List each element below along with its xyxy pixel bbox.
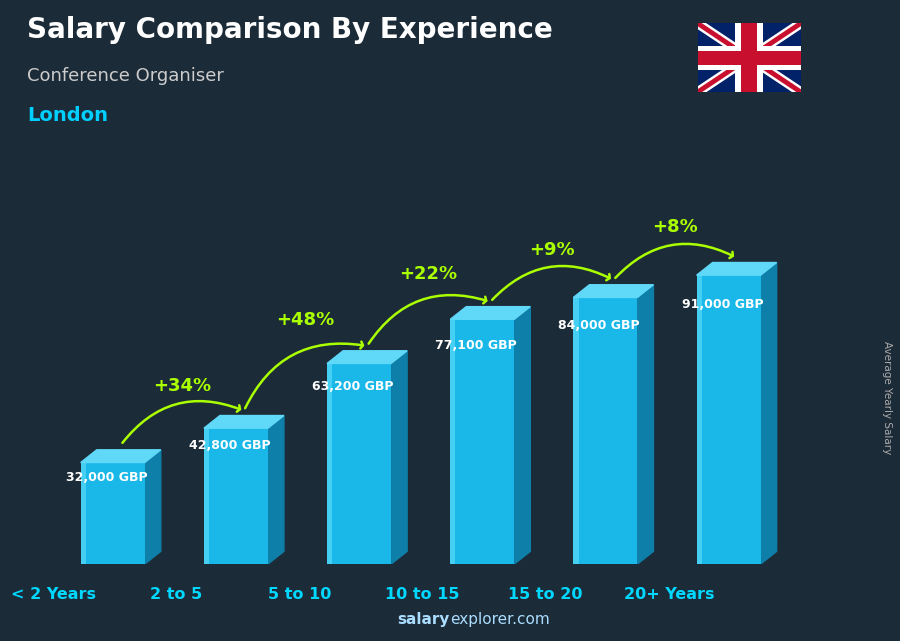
Text: 5 to 10: 5 to 10 <box>267 587 331 601</box>
Text: Conference Organiser: Conference Organiser <box>27 67 224 85</box>
Bar <box>573 297 579 564</box>
Text: +48%: +48% <box>276 310 335 329</box>
Bar <box>573 297 637 564</box>
Polygon shape <box>392 351 407 564</box>
Text: 91,000 GBP: 91,000 GBP <box>681 298 763 312</box>
Bar <box>450 319 455 564</box>
Text: 77,100 GBP: 77,100 GBP <box>436 339 517 352</box>
Bar <box>742 23 757 92</box>
Text: < 2 Years: < 2 Years <box>11 587 95 601</box>
Text: +8%: +8% <box>652 217 698 235</box>
Bar <box>81 463 86 564</box>
Bar <box>735 23 763 92</box>
Text: Average Yearly Salary: Average Yearly Salary <box>881 341 892 454</box>
Bar <box>81 463 145 564</box>
Text: 20+ Years: 20+ Years <box>624 587 714 601</box>
Polygon shape <box>637 285 653 564</box>
Text: salary: salary <box>398 612 450 627</box>
Text: 84,000 GBP: 84,000 GBP <box>559 319 640 332</box>
Text: +9%: +9% <box>529 241 575 260</box>
Polygon shape <box>450 306 530 319</box>
Bar <box>698 51 801 65</box>
Bar <box>450 319 514 564</box>
Bar <box>697 275 760 564</box>
Text: +22%: +22% <box>400 265 458 283</box>
Polygon shape <box>760 263 777 564</box>
Bar <box>698 46 801 70</box>
Bar <box>327 363 332 564</box>
Text: 10 to 15: 10 to 15 <box>385 587 460 601</box>
Text: explorer.com: explorer.com <box>450 612 550 627</box>
Polygon shape <box>204 415 284 428</box>
Bar <box>204 428 268 564</box>
Text: 63,200 GBP: 63,200 GBP <box>312 379 393 392</box>
Polygon shape <box>573 285 653 297</box>
Polygon shape <box>327 351 407 363</box>
Bar <box>327 363 392 564</box>
Polygon shape <box>697 263 777 275</box>
Text: 2 to 5: 2 to 5 <box>150 587 202 601</box>
Text: Salary Comparison By Experience: Salary Comparison By Experience <box>27 16 553 44</box>
Polygon shape <box>81 450 161 463</box>
Text: +34%: +34% <box>153 377 211 395</box>
Text: 42,800 GBP: 42,800 GBP <box>189 439 271 452</box>
Text: London: London <box>27 106 108 125</box>
Polygon shape <box>145 450 161 564</box>
Polygon shape <box>514 306 530 564</box>
Text: 32,000 GBP: 32,000 GBP <box>66 470 148 483</box>
Bar <box>204 428 209 564</box>
Polygon shape <box>268 415 284 564</box>
Bar <box>697 275 702 564</box>
Text: 15 to 20: 15 to 20 <box>508 587 583 601</box>
